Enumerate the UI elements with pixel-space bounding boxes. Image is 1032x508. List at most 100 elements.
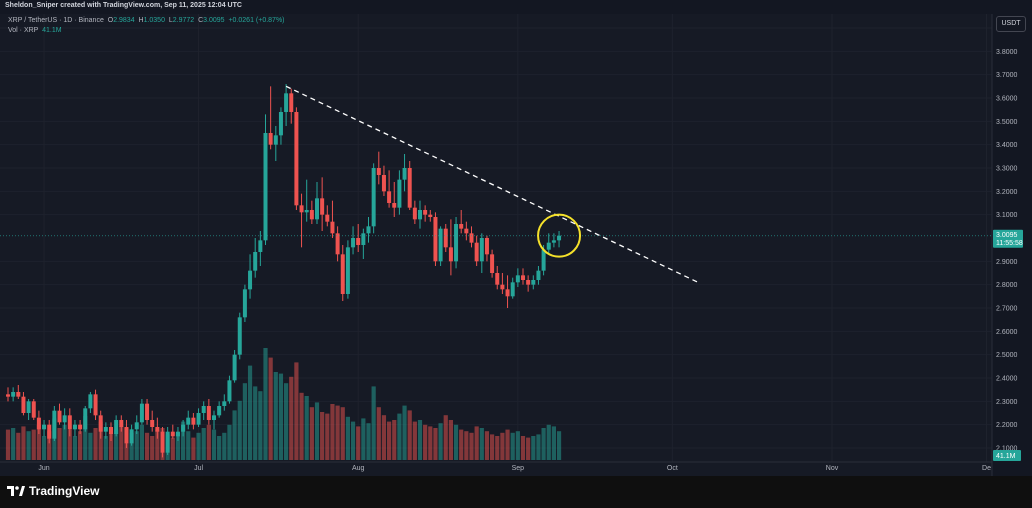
volume-bar [26,431,31,460]
candle-body [181,424,186,432]
volume-bar [546,424,551,460]
candle-body [500,284,505,290]
volume-bar [350,421,356,460]
candle-body [150,420,155,427]
candle-body [78,424,83,430]
candle-body [387,191,392,203]
price-tick-label: 3.6000 [996,96,1018,103]
volume-bar [11,428,16,460]
candle-body [428,214,433,217]
candle-body [165,431,170,453]
candle-body [479,238,484,262]
candle-body [217,406,222,416]
volume-bar [21,426,26,460]
candle-body [170,431,175,437]
candle-body [42,424,47,430]
legend-low-label: L [168,17,173,24]
volume-badge-value: 41.1M [996,453,1016,460]
time-axis: Jun Jul Aug Sep Oct Nov De [0,461,992,472]
volume-bar [299,392,304,460]
candle-body [521,275,525,280]
candle-body [381,175,386,192]
candle-body [119,420,124,427]
candle-body [114,420,119,434]
currency-button[interactable]: USDT [996,16,1026,32]
candle-body [222,401,227,406]
volume-bar [459,429,464,460]
time-tick-label: Jul [194,465,203,472]
volume-bar [88,432,93,460]
candle-body [351,238,356,248]
volume-bar [387,421,392,460]
candle-body [510,282,515,297]
candle-body [397,179,402,208]
candle-body [469,233,474,243]
volume-bar [495,436,500,460]
legend-open-label: O [107,17,114,24]
volume-bar [433,428,438,460]
volume-bar [469,432,474,460]
candle-body [371,168,376,227]
legend-high-label: H [138,17,144,24]
volume-badge-bg [993,450,1021,461]
volume-bar [119,426,124,460]
legend-close-label: C [198,17,204,24]
candle-body [526,280,531,285]
price-badge-countdown: 11:55:58 [996,240,1023,247]
candle-body [474,242,479,262]
candle-body [124,427,129,444]
candle-body [248,270,253,290]
candle-body [186,417,191,425]
candle-body [464,228,469,234]
volume-bar [103,436,108,460]
chart-svg[interactable]: 2.1000 2.2000 2.3000 2.4000 2.5000 2.6000 2.70… [0,0,1032,476]
grid-lines [0,14,992,462]
price-tick-label: 3.1000 [996,212,1018,219]
tradingview-logo[interactable]: TradingView [7,484,99,498]
volume-bar [57,428,62,460]
candle-body [175,431,180,437]
price-badge-value: 3.0095 [996,232,1018,239]
price-tick-label: 3.3000 [996,166,1018,173]
volume-bar [83,416,88,460]
candle-body [531,280,536,285]
volume-bar [484,431,490,460]
volume-bar [273,372,278,460]
volume-bar [139,424,144,460]
volume-bar [170,437,175,460]
candle-body [67,415,72,430]
candle-body [11,392,16,397]
volume-bar [392,420,397,460]
volume-bar [150,436,155,460]
candle-body [495,273,500,285]
volume-bar [211,429,217,460]
footer [0,476,1032,508]
chart-frame[interactable] [0,14,992,476]
volume-bar [428,426,433,460]
price-tick-label: 2.3000 [996,399,1018,406]
candle-body [284,93,289,112]
price-tick-label: 3.7000 [996,72,1018,79]
volume-bar [284,383,289,460]
volume-bar [407,410,412,460]
candle-body [212,415,216,420]
price-tick-label: 2.6000 [996,329,1018,336]
price-tick-label: 2.1000 [996,446,1018,453]
candle-body [201,406,206,413]
candle-body [423,210,428,215]
candle-body [57,410,62,423]
volume-bar [186,431,191,460]
volume-bar [443,415,448,460]
volume-bar [531,436,536,460]
volume-bar [129,432,134,460]
candle-body [6,394,10,397]
price-tick-label: 2.7000 [996,306,1018,313]
candle-body [505,289,510,297]
candle-body [16,392,21,397]
volume-bar [541,428,546,460]
volume-bar [289,376,294,460]
price-tick-label: 2.8000 [996,282,1018,289]
candle-body [98,415,103,432]
candle-body [134,422,139,430]
